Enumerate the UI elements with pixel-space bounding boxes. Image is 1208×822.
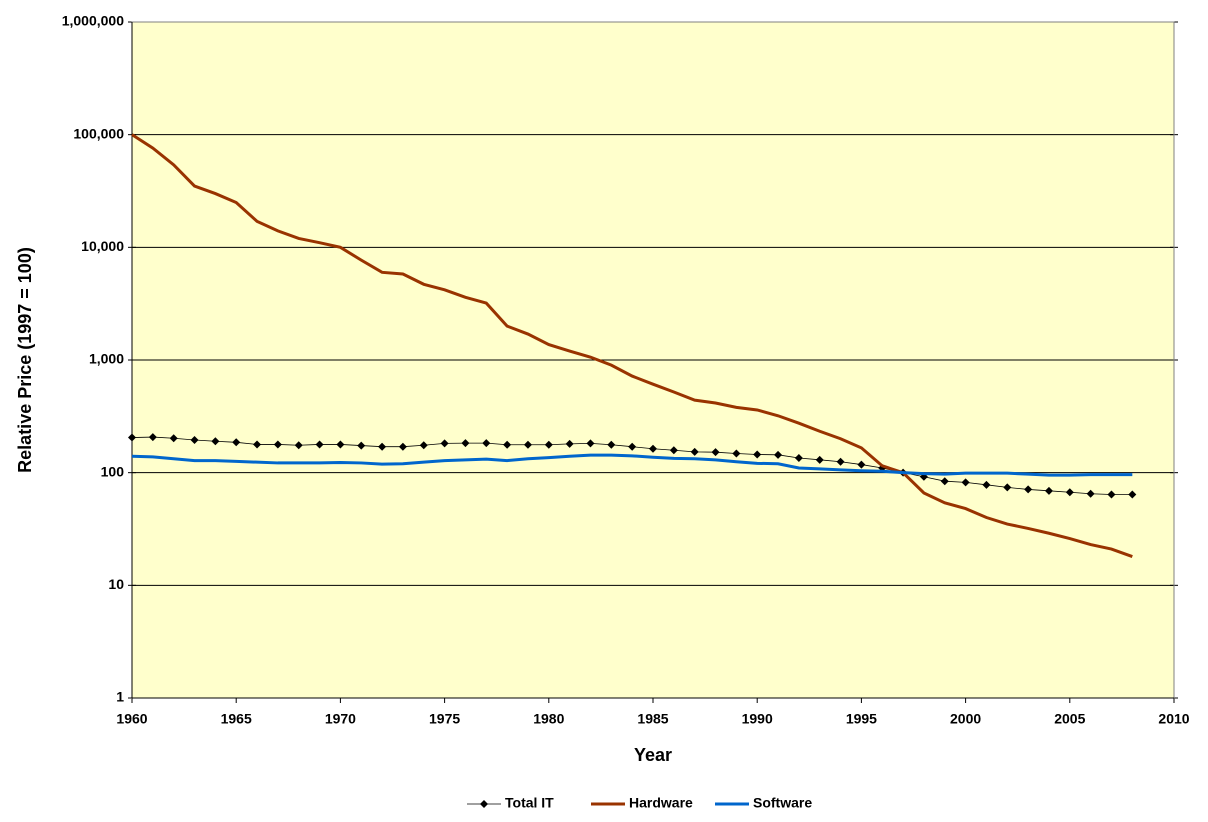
data-point: [836, 457, 845, 466]
data-point: [961, 478, 970, 487]
x-tick-label: 2005: [1054, 711, 1085, 727]
data-point: [690, 447, 699, 456]
y-tick-label: 10,000: [81, 238, 124, 254]
data-point: [774, 450, 783, 459]
data-point: [398, 442, 407, 451]
data-point: [461, 439, 470, 448]
data-point: [1128, 490, 1137, 499]
data-point: [378, 442, 387, 451]
y-tick-label: 1,000,000: [62, 13, 124, 29]
data-point: [607, 440, 616, 449]
data-point: [1003, 483, 1012, 492]
y-tick-label: 100,000: [73, 125, 124, 141]
data-point: [753, 450, 762, 459]
data-point: [294, 441, 303, 450]
data-point: [232, 438, 241, 447]
legend-marker: [480, 800, 488, 808]
data-point: [544, 440, 553, 449]
y-tick-label: 1,000: [89, 351, 124, 367]
data-point: [357, 441, 366, 450]
data-point: [649, 444, 657, 453]
data-point: [1107, 490, 1116, 499]
x-tick-label: 2000: [950, 711, 981, 727]
data-point: [565, 439, 574, 448]
series-line: [131, 133, 1133, 558]
data-point: [1024, 485, 1033, 494]
data-point: [169, 434, 178, 443]
data-point: [315, 440, 324, 449]
data-point: [794, 453, 803, 462]
y-tick-label: 100: [101, 463, 125, 479]
x-axis-title: Year: [634, 745, 672, 765]
data-point: [982, 480, 991, 489]
x-tick-label: 1990: [742, 711, 773, 727]
x-tick-label: 1995: [846, 711, 877, 727]
x-tick-label: 2010: [1158, 711, 1189, 727]
y-tick-label: 1: [116, 689, 124, 705]
data-point: [419, 441, 428, 450]
data-point: [1044, 486, 1053, 495]
data-point: [503, 440, 512, 449]
data-point: [586, 439, 595, 448]
data-point: [253, 440, 262, 449]
data-point: [190, 435, 199, 444]
x-tick-label: 1965: [221, 711, 252, 727]
data-point: [211, 437, 220, 446]
data-point: [128, 433, 136, 442]
data-point: [440, 439, 449, 448]
data-point: [1086, 489, 1095, 498]
y-axis-title: Relative Price (1997 = 100): [15, 247, 35, 473]
data-point: [273, 440, 282, 449]
data-point: [815, 455, 824, 464]
x-tick-label: 1960: [116, 711, 147, 727]
data-point: [1065, 488, 1074, 497]
data-point: [857, 460, 866, 469]
data-point: [732, 449, 741, 458]
x-tick-label: 1980: [533, 711, 564, 727]
x-tick-label: 1970: [325, 711, 356, 727]
legend-label: Software: [753, 795, 812, 811]
series-line: [131, 453, 1133, 477]
y-tick-label: 10: [108, 576, 124, 592]
data-point: [523, 440, 532, 449]
data-point: [482, 439, 491, 448]
legend-label: Hardware: [629, 795, 693, 811]
data-point: [940, 477, 949, 486]
x-tick-label: 1975: [429, 711, 460, 727]
data-point: [711, 448, 720, 457]
data-point: [148, 433, 157, 442]
legend-label: Total IT: [505, 795, 554, 811]
data-point: [628, 442, 637, 451]
data-point: [669, 446, 678, 455]
data-point: [336, 440, 345, 449]
x-tick-label: 1985: [637, 711, 668, 727]
